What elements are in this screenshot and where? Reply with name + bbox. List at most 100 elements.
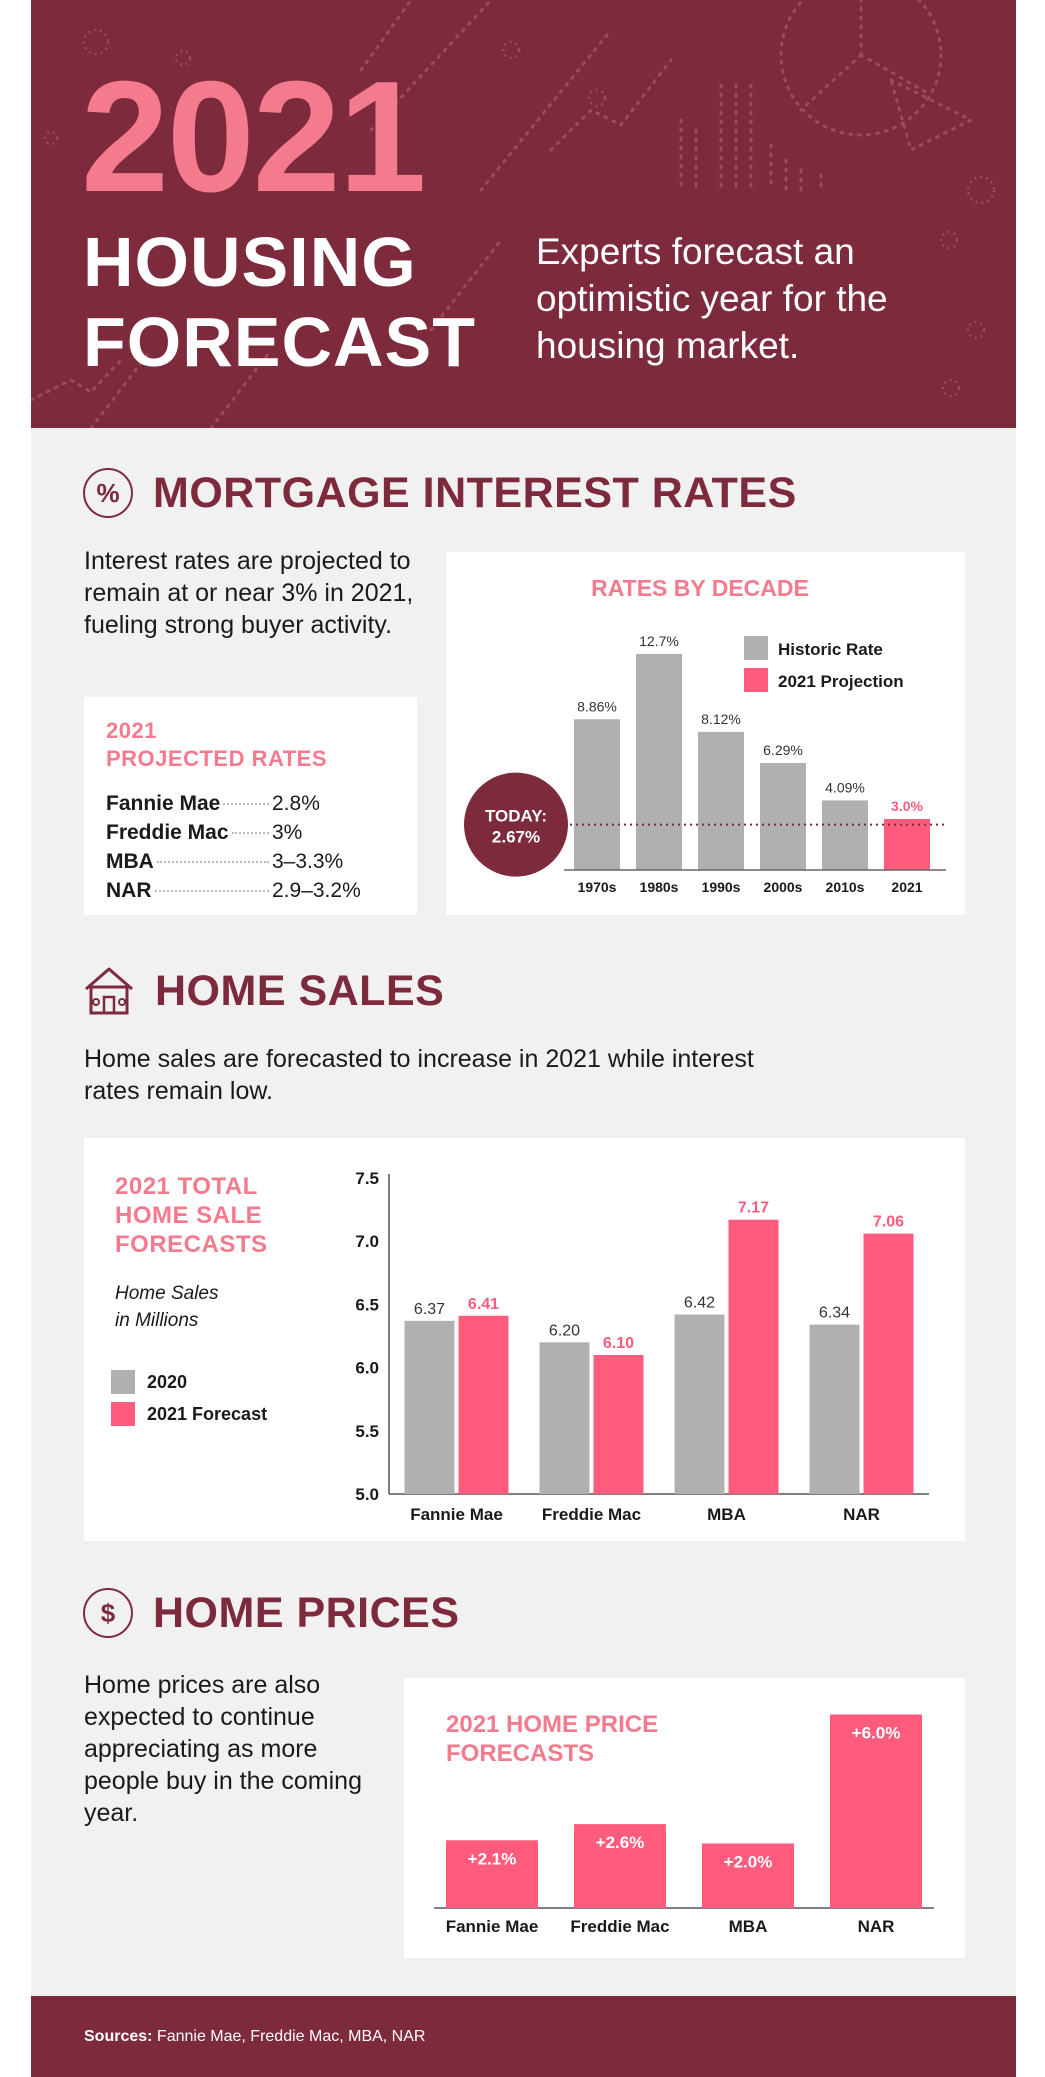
x-tick-label: Freddie Mac <box>542 1505 641 1524</box>
x-tick-label: NAR <box>843 1505 880 1524</box>
chart-title-line: 2021 HOME PRICE <box>446 1711 658 1738</box>
x-tick-label: Freddie Mac <box>570 1917 669 1936</box>
bar <box>863 1233 914 1494</box>
legend-label: 2020 <box>147 1371 188 1392</box>
chart-title-line: FORECASTS <box>446 1740 594 1767</box>
bar <box>830 1714 922 1908</box>
prices-body: Home prices are also expected to continu… <box>84 1671 362 1827</box>
home-sales-card: 2021 TOTAL HOME SALE FORECASTS Home Sale… <box>84 1138 965 1541</box>
y-tick-label: 6.5 <box>355 1295 379 1314</box>
projected-rates-card: 2021 PROJECTED RATES Fannie Mae 2.8% Fred… <box>84 697 417 915</box>
data-label: 8.86% <box>577 698 617 714</box>
bar <box>674 1314 725 1494</box>
x-tick-label: MBA <box>729 1917 768 1936</box>
tick-label: 1990s <box>702 879 741 895</box>
rate-row: MBA 3–3.3% <box>106 847 372 876</box>
prices-section-title: HOME PRICES <box>153 1588 460 1637</box>
home-sales-title-line: 2021 TOTAL <box>115 1173 258 1200</box>
today-badge <box>464 772 568 877</box>
projected-rates-title-line-2: PROJECTED RATES <box>106 746 328 771</box>
dotted-leader <box>156 861 269 863</box>
x-tick-label: MBA <box>707 1505 746 1524</box>
rate-value: 2.9–3.2% <box>272 879 361 902</box>
data-label: 12.7% <box>639 633 679 649</box>
hero-subtitle: Experts forecast an optimistic year for … <box>536 231 888 366</box>
rate-value: 2.8% <box>272 792 320 815</box>
decorative-pattern <box>31 0 996 428</box>
y-tick-label: 5.5 <box>355 1422 379 1441</box>
bar <box>884 818 930 870</box>
data-label: 3.0% <box>891 798 923 814</box>
tick-label: 1980s <box>640 879 679 895</box>
legend-label: 2021 Forecast <box>147 1403 268 1424</box>
x-tick-label: Fannie Mae <box>446 1917 539 1936</box>
bar <box>760 762 806 870</box>
home-sales-legend: 2020 2021 Forecast <box>111 1366 267 1430</box>
bar <box>809 1324 860 1494</box>
home-sales-title-line: HOME SALE <box>115 1202 263 1229</box>
bar <box>446 1840 538 1908</box>
data-label: 6.29% <box>763 742 803 758</box>
legend-item-2021-forecast: 2021 Forecast <box>111 1398 267 1430</box>
units-line: in Millions <box>115 1310 199 1331</box>
legend-swatch <box>111 1370 135 1394</box>
bar <box>728 1219 779 1494</box>
home-prices-card: 2021 HOME PRICE FORECASTS +2.1% Fannie Mae +… <box>404 1678 965 1958</box>
legend-label: Historic Rate <box>778 640 883 659</box>
mortgage-body: Interest rates are projected to remain a… <box>84 547 414 639</box>
infographic: 2021 HOUSING FORECAST Experts forecast a… <box>31 0 1016 2077</box>
today-value: 2.67% <box>492 828 540 847</box>
legend-item-2020: 2020 <box>111 1366 267 1398</box>
bar <box>574 1824 666 1908</box>
mortgage-section-header: % MORTGAGE INTEREST RATES <box>83 468 797 518</box>
bar <box>822 800 868 870</box>
rate-name: NAR <box>106 879 152 902</box>
bar <box>458 1315 509 1494</box>
tick-label: 2021 <box>891 879 922 895</box>
home-sales-chart: 5.0 5.5 6.0 6.5 7.0 7.5 6.37 6.41 Fannie Mae 6.20… <box>355 1169 929 1524</box>
hero-year: 2021 <box>81 49 426 225</box>
prices-section-header: $ HOME PRICES <box>83 1588 460 1638</box>
tick-label: 1970s <box>578 879 617 895</box>
data-label: 6.10 <box>603 1335 634 1352</box>
mortgage-section-title: MORTGAGE INTEREST RATES <box>153 468 797 517</box>
rate-value: 3–3.3% <box>272 850 344 873</box>
tick-label: 2010s <box>826 879 865 895</box>
data-label: 6.37 <box>414 1301 445 1318</box>
bar <box>539 1342 590 1494</box>
y-tick-label: 6.0 <box>355 1359 379 1378</box>
data-label: 4.09% <box>825 779 865 795</box>
data-label: 6.34 <box>819 1305 850 1322</box>
data-label: 6.42 <box>684 1295 715 1312</box>
legend-swatch <box>744 668 768 692</box>
home-sales-card-title: 2021 TOTAL HOME SALE FORECASTS <box>115 1172 268 1259</box>
dotted-leader <box>231 832 269 834</box>
hero-title-line-2: FORECAST <box>83 303 476 381</box>
x-tick-label: Fannie Mae <box>410 1505 503 1524</box>
rate-name: Freddie Mac <box>106 821 229 844</box>
dollar-icon: $ <box>83 1588 133 1638</box>
sales-body: Home sales are forecasted to increase in… <box>84 1045 754 1105</box>
dotted-leader <box>223 803 269 805</box>
rate-row: Fannie Mae 2.8% <box>106 789 372 818</box>
sources-text: Sources: Fannie Mae, Freddie Mac, MBA, N… <box>84 2028 425 2046</box>
today-label: TODAY: <box>485 807 547 826</box>
legend-label: 2021 Projection <box>778 672 904 691</box>
percent-icon: % <box>83 468 133 518</box>
rate-row: Freddie Mac 3% <box>106 818 372 847</box>
data-label: +2.1% <box>468 1849 517 1868</box>
projected-rates-list: Fannie Mae 2.8% Freddie Mac 3% MBA 3–3.3% N… <box>106 789 372 905</box>
y-tick-label: 7.5 <box>355 1169 379 1188</box>
rate-name: Fannie Mae <box>106 792 221 815</box>
data-label: +6.0% <box>852 1723 901 1742</box>
data-label: 7.06 <box>873 1214 904 1231</box>
y-tick-label: 7.0 <box>355 1232 379 1251</box>
data-label: 6.20 <box>549 1322 580 1339</box>
sales-section-title: HOME SALES <box>155 966 445 1015</box>
tick-label: 2000s <box>764 879 803 895</box>
units-line: Home Sales <box>115 1283 219 1304</box>
data-label: +2.6% <box>596 1833 645 1852</box>
hero-title-line-1: HOUSING <box>83 223 417 301</box>
rates-by-decade-card: RATES BY DECADE Historic Rate 2021 Project… <box>446 552 965 915</box>
